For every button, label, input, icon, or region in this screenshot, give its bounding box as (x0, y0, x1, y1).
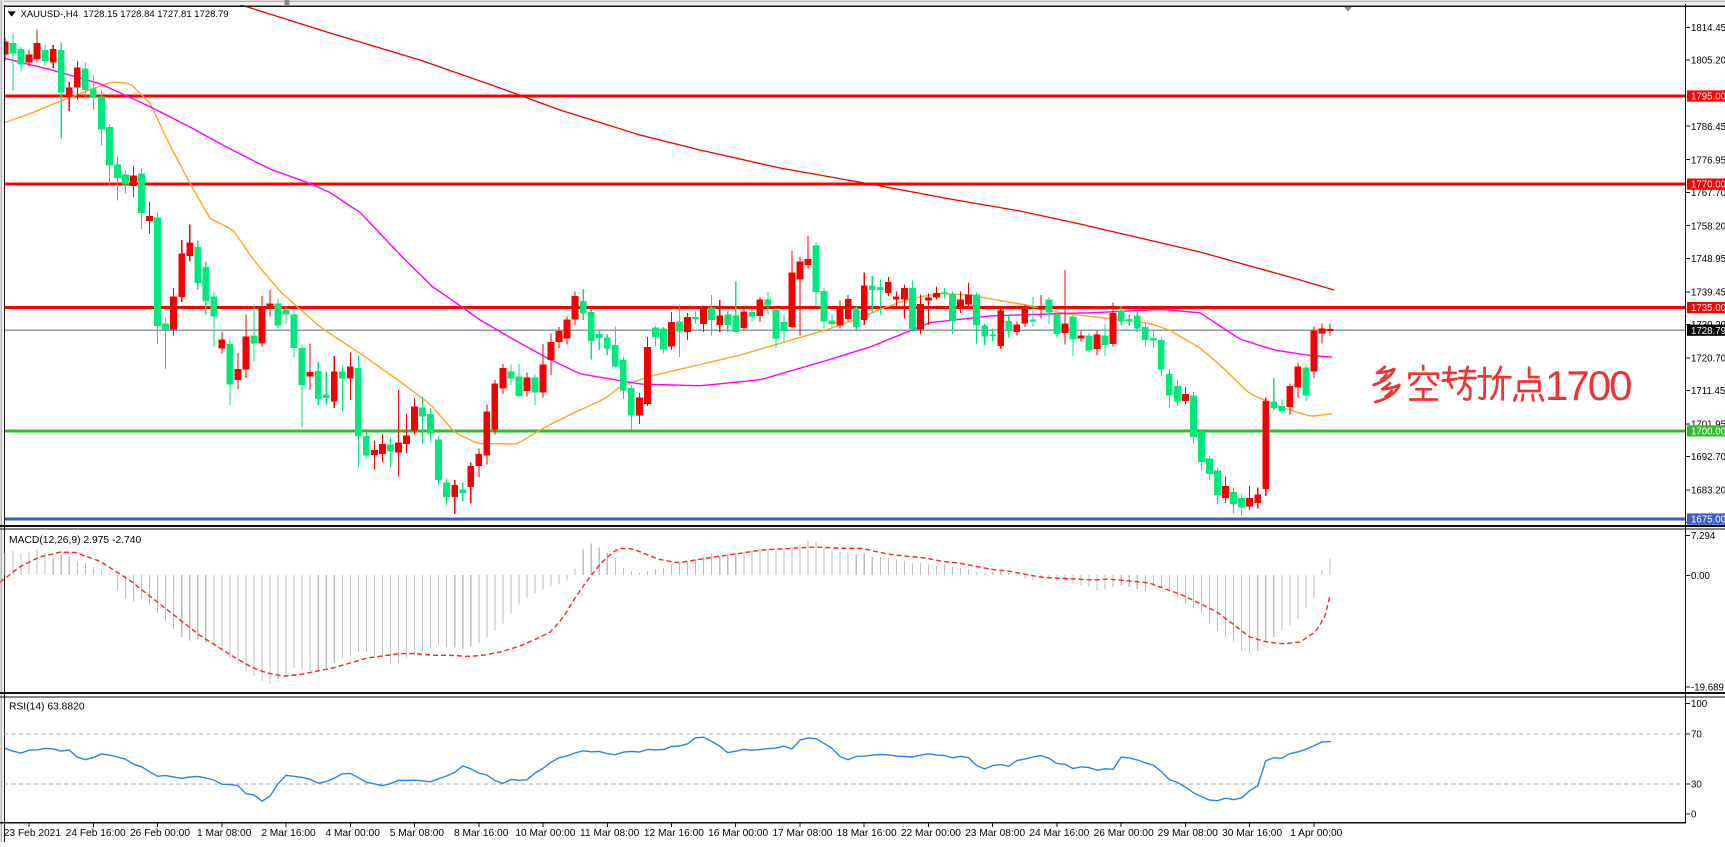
svg-text:70: 70 (1691, 730, 1702, 741)
svg-text:22 Mar 00:00: 22 Mar 00:00 (901, 828, 961, 839)
svg-text:4 Mar 00:00: 4 Mar 00:00 (326, 828, 381, 839)
svg-text:1795.00: 1795.00 (1691, 92, 1725, 103)
svg-text:30: 30 (1691, 780, 1702, 791)
svg-text:1700.00: 1700.00 (1691, 427, 1725, 438)
svg-text:1728.79: 1728.79 (1691, 326, 1725, 337)
svg-text:26 Feb 00:00: 26 Feb 00:00 (130, 828, 190, 839)
svg-text:2 Mar 16:00: 2 Mar 16:00 (261, 828, 316, 839)
svg-text:23 Feb 2021: 23 Feb 2021 (4, 828, 62, 839)
svg-text:5 Mar 08:00: 5 Mar 08:00 (390, 828, 445, 839)
svg-text:1786.45: 1786.45 (1691, 122, 1725, 133)
svg-text:XAUUSD-,H4 1728.15 1728.84 17: XAUUSD-,H4 1728.15 1728.84 1727.81 1728.… (21, 9, 229, 20)
svg-text:8 Mar 16:00: 8 Mar 16:00 (454, 828, 509, 839)
svg-text:100: 100 (1691, 699, 1708, 710)
svg-text:1692.70: 1692.70 (1691, 452, 1725, 463)
svg-text:0: 0 (1691, 810, 1697, 821)
svg-text:1758.20: 1758.20 (1691, 221, 1725, 232)
svg-text:MACD(12,26,9) 2.975 -2.740: MACD(12,26,9) 2.975 -2.740 (9, 535, 141, 546)
svg-text:1701.95: 1701.95 (1691, 420, 1725, 431)
svg-text:11 Mar 08:00: 11 Mar 08:00 (580, 828, 640, 839)
svg-text:12 Mar 16:00: 12 Mar 16:00 (644, 828, 704, 839)
svg-text:30 Mar 16:00: 30 Mar 16:00 (1222, 828, 1282, 839)
svg-text:24 Mar 16:00: 24 Mar 16:00 (1029, 828, 1089, 839)
svg-text:-19.689: -19.689 (1691, 683, 1724, 694)
svg-text:24 Feb 16:00: 24 Feb 16:00 (66, 828, 126, 839)
svg-text:1675.00: 1675.00 (1691, 515, 1725, 526)
svg-text:29 Mar 08:00: 29 Mar 08:00 (1158, 828, 1218, 839)
svg-text:1 Mar 08:00: 1 Mar 08:00 (197, 828, 252, 839)
svg-text:0.00: 0.00 (1691, 571, 1710, 582)
svg-text:10 Mar 00:00: 10 Mar 00:00 (515, 828, 575, 839)
svg-text:1767.70: 1767.70 (1691, 188, 1725, 199)
svg-text:1805.20: 1805.20 (1691, 56, 1725, 67)
svg-text:18 Mar 16:00: 18 Mar 16:00 (837, 828, 897, 839)
svg-text:17 Mar 08:00: 17 Mar 08:00 (772, 828, 832, 839)
svg-text:1735.00: 1735.00 (1691, 303, 1725, 314)
svg-text:26 Mar 00:00: 26 Mar 00:00 (1094, 828, 1154, 839)
svg-text:1770.00: 1770.00 (1691, 180, 1725, 191)
svg-text:1 Apr 00:00: 1 Apr 00:00 (1290, 828, 1342, 839)
svg-text:RSI(14) 63.8820: RSI(14) 63.8820 (9, 701, 85, 712)
svg-text:1739.45: 1739.45 (1691, 287, 1725, 298)
svg-text:1720.70: 1720.70 (1691, 354, 1725, 365)
svg-text:1711.45: 1711.45 (1691, 386, 1725, 397)
svg-text:23 Mar 08:00: 23 Mar 08:00 (965, 828, 1025, 839)
svg-text:1748.95: 1748.95 (1691, 254, 1725, 265)
svg-text:1776.95: 1776.95 (1691, 155, 1725, 166)
svg-text:7.294: 7.294 (1691, 531, 1716, 542)
svg-text:1814.45: 1814.45 (1691, 23, 1725, 34)
svg-text:1700: 1700 (1545, 362, 1631, 409)
svg-text:1683.20: 1683.20 (1691, 486, 1725, 497)
svg-text:16 Mar 00:00: 16 Mar 00:00 (708, 828, 768, 839)
